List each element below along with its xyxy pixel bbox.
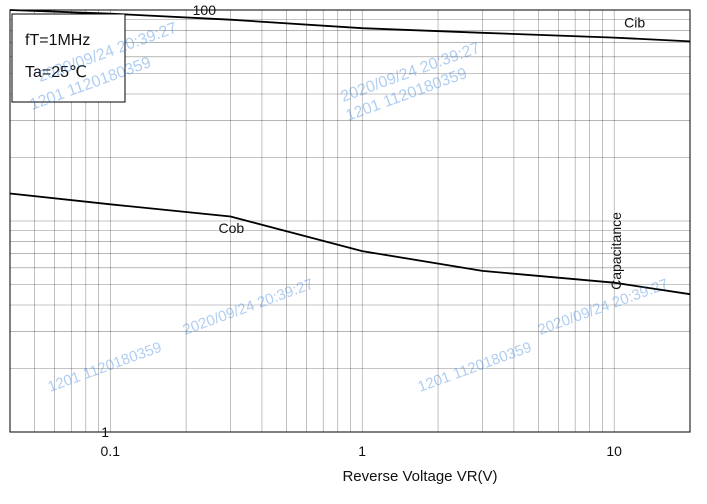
condition-temperature: Ta=25℃ — [25, 64, 87, 81]
plot-frame — [9, 9, 691, 433]
conditions-box — [11, 13, 126, 103]
condition-frequency: fT=1MHz — [25, 32, 90, 49]
series-label-cib: Cib — [624, 15, 645, 31]
y-axis-label: Capacitance — [608, 212, 624, 290]
y-tick-1: 1 — [101, 424, 109, 440]
x-tick-10: 10 — [606, 443, 622, 459]
series-label-cob: Cob — [218, 220, 244, 236]
tick-layer: 0.1 1 10 1 100 — [101, 2, 623, 459]
x-tick-0.1: 0.1 — [101, 443, 121, 459]
y-tick-100: 100 — [193, 2, 217, 18]
series-line-cob — [9, 192, 691, 296]
x-tick-1: 1 — [358, 443, 366, 459]
x-axis-label: Reverse Voltage VR(V) — [342, 468, 497, 485]
